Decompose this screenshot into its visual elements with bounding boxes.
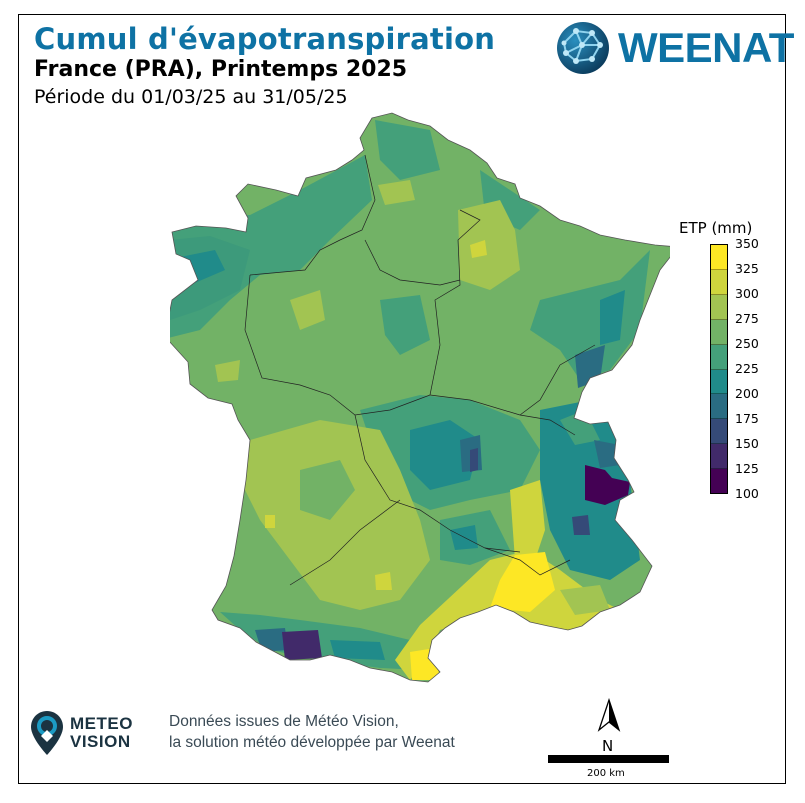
logo-line-2: VISION xyxy=(70,732,131,751)
credit-line-1: Données issues de Météo Vision, xyxy=(169,713,399,730)
logo-line-1: METEO xyxy=(70,714,133,733)
tick-label: 350 xyxy=(735,236,759,251)
north-label: N xyxy=(602,737,614,755)
tick-label: 100 xyxy=(735,486,759,501)
colorbar-class-150-175 xyxy=(711,419,727,445)
colorbar-class-325-350 xyxy=(711,245,727,270)
colorbar-class-225-250 xyxy=(711,344,727,370)
tick-label: 200 xyxy=(735,386,759,401)
location-pin-icon xyxy=(31,711,63,755)
weenat-globe-network-icon xyxy=(557,22,609,74)
colorbar-class-100-125 xyxy=(711,469,727,494)
north-arrow-icon xyxy=(597,698,621,732)
colorbar-class-125-150 xyxy=(711,444,727,470)
credit-line-2: la solution météo développée par Weenat xyxy=(169,734,455,751)
tick-label: 125 xyxy=(735,461,759,476)
colorbar xyxy=(710,244,728,494)
tick-label: 325 xyxy=(735,261,759,276)
scale-bar xyxy=(548,755,669,763)
tick-label: 300 xyxy=(735,286,759,301)
colorbar-class-200-225 xyxy=(711,369,727,395)
data-credit: Données issues de Météo Vision, la solut… xyxy=(169,711,455,753)
tick-label: 225 xyxy=(735,361,759,376)
tick-label: 250 xyxy=(735,336,759,351)
scale-label: 200 km xyxy=(587,768,625,779)
weenat-logo: WEENAT xyxy=(556,20,794,76)
colorbar-class-250-275 xyxy=(711,319,727,345)
colorbar-class-300-325 xyxy=(711,269,727,295)
colorbar-class-275-300 xyxy=(711,294,727,320)
region-boundaries xyxy=(244,154,596,586)
colorbar-class-175-200 xyxy=(711,394,727,420)
tick-label: 175 xyxy=(735,411,759,426)
tick-label: 150 xyxy=(735,436,759,451)
meteo-vision-logo: METEO VISION xyxy=(30,710,133,756)
tick-label: 275 xyxy=(735,311,759,326)
weenat-wordmark: WEENAT xyxy=(618,24,794,71)
france-etp-map xyxy=(170,112,670,683)
map-title: Cumul d'évapotranspiration xyxy=(34,22,496,56)
map-subtitle: France (PRA), Printemps 2025 xyxy=(34,57,408,82)
legend-title: ETP (mm) xyxy=(679,219,753,237)
map-period: Période du 01/03/25 au 31/05/25 xyxy=(34,86,348,108)
